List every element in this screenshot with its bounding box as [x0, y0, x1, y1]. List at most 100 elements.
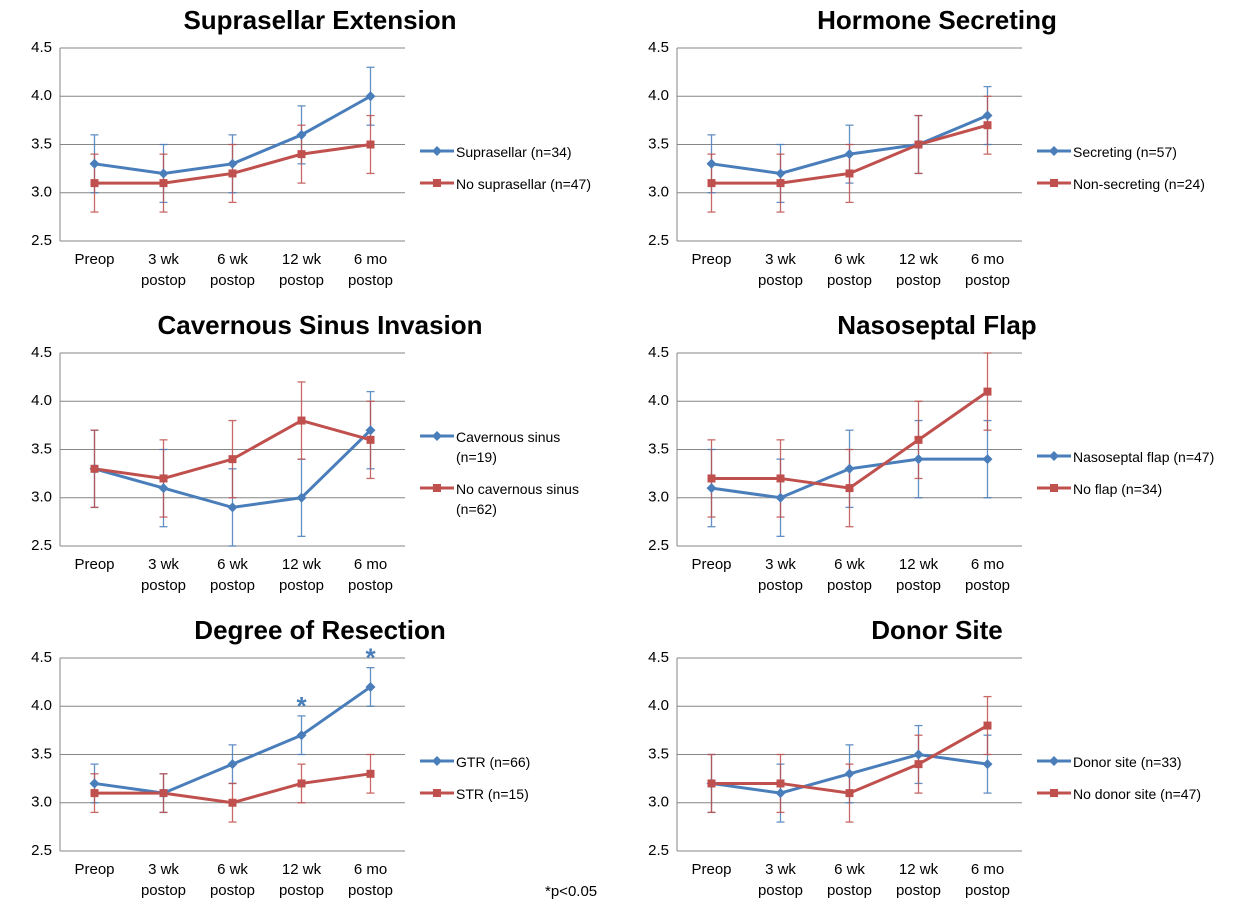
- marker: [227, 502, 238, 513]
- y-tick-label: 3.5: [648, 745, 669, 762]
- x-tick-label-box: Preop: [74, 556, 114, 573]
- marker: [159, 474, 168, 483]
- x-tick-label: 3 wk postop: [757, 556, 804, 594]
- marker: [365, 425, 376, 436]
- legend-label: No suprasellar (n=47): [456, 176, 592, 192]
- legend-item: No flap (n=34): [1037, 479, 1234, 499]
- x-tick-label-box: 3 wk postop: [757, 556, 804, 594]
- x-tick-label-box: 6 wk postop: [827, 251, 872, 289]
- legend-icon: [1037, 789, 1071, 797]
- y-tick-label: 4.0: [31, 392, 52, 409]
- x-tick-label-box: 3 wk postop: [757, 861, 804, 899]
- marker: [707, 779, 716, 788]
- y-tick-label: 3.0: [648, 184, 669, 201]
- legend-label: No flap (n=34): [1073, 481, 1163, 497]
- y-tick-label: 3.5: [31, 745, 52, 762]
- chart-title: Donor Site: [871, 615, 1002, 645]
- chart: Suprasellar Extension 2.5 3.0 3.5 4.0 4.5 Preo…: [31, 5, 617, 289]
- y-tick-label: 4.0: [31, 697, 52, 714]
- marker: [845, 789, 854, 798]
- marker: [707, 179, 716, 188]
- x-tick-label-box: 12 wk postop: [279, 556, 324, 594]
- marker: [227, 158, 238, 169]
- x-tick-label: 6 mo postop: [964, 251, 1011, 289]
- marker: [1050, 789, 1058, 797]
- x-tick-label-box: 3 wk postop: [141, 251, 186, 289]
- legend-item: Cavernous sinus (n=19): [420, 427, 617, 467]
- x-tick-label-box: 6 wk postop: [827, 556, 872, 594]
- legend: Cavernous sinus (n=19) No cavernous sinus…: [420, 427, 617, 517]
- x-tick-label-box: 6 wk postop: [210, 861, 255, 899]
- x-tick-label-box: Preop: [74, 861, 115, 878]
- marker: [159, 789, 168, 798]
- marker: [366, 140, 375, 149]
- marker: [914, 435, 923, 444]
- marker: [366, 435, 375, 444]
- x-tick-label-box: 6 mo postop: [965, 556, 1010, 594]
- x-tick-label: Preop: [691, 556, 732, 573]
- marker: [914, 140, 923, 149]
- x-tick-label: 6 mo postop: [347, 251, 394, 289]
- legend-item: Donor site (n=33): [1037, 752, 1234, 772]
- marker: [296, 129, 307, 140]
- y-tick-label: 4.5: [31, 39, 52, 56]
- y-tick-label: 4.0: [31, 87, 52, 104]
- chart: Degree of Resection 2.5 3.0 3.5 4.0 4.5 Preop 3…: [31, 615, 617, 900]
- legend-label: Non-secreting (n=24): [1073, 176, 1205, 192]
- x-tick-label-box: 12 wk postop: [896, 861, 941, 899]
- marker: [706, 158, 717, 169]
- x-tick-label: Preop: [74, 861, 115, 878]
- y-tick-label: 3.5: [648, 135, 669, 152]
- y-tick-label: 3.0: [648, 794, 669, 811]
- y-tick-label: 4.5: [648, 649, 669, 666]
- legend-icon: [420, 789, 454, 797]
- chart: Hormone Secreting 2.5 3.0 3.5 4.0 4.5 Preop 3 w…: [648, 5, 1205, 289]
- marker: [706, 483, 717, 494]
- y-tick-label: 3.5: [648, 440, 669, 457]
- marker: [227, 759, 238, 770]
- x-tick-label-box: Preop: [691, 556, 732, 573]
- x-tick-label: 12 wk postop: [278, 251, 325, 289]
- x-tick-label: 6 wk postop: [209, 556, 256, 594]
- legend-label: Secreting (n=57): [1073, 144, 1177, 160]
- marker: [982, 454, 993, 465]
- marker: [1049, 146, 1059, 156]
- legend-item: GTR (n=66): [420, 752, 617, 772]
- x-tick-label: 3 wk postop: [757, 861, 804, 899]
- x-tick-label: 3 wk postop: [757, 251, 804, 289]
- marker: [707, 474, 716, 483]
- marker: [432, 431, 442, 441]
- x-tick-label-box: Preop: [74, 251, 115, 268]
- marker: [297, 416, 306, 425]
- marker: [775, 492, 786, 503]
- chart-title: Cavernous Sinus Invasion: [157, 310, 482, 340]
- annotation: *: [296, 691, 307, 721]
- legend-icon: [420, 756, 454, 766]
- marker: [365, 681, 376, 692]
- legend-icon: [1037, 484, 1071, 492]
- legend-box: GTR (n=66) STR (n=15): [420, 698, 617, 858]
- x-tick-label-box: 6 mo postop: [347, 251, 394, 289]
- legend-icon: [420, 484, 454, 492]
- y-tick-label: 4.5: [648, 344, 669, 361]
- y-tick-label: 3.0: [31, 489, 52, 506]
- marker: [228, 455, 237, 464]
- x-tick-label-box: 6 mo postop: [964, 251, 1011, 289]
- legend-box: Suprasellar (n=34) No suprasellar (n=47): [420, 88, 617, 248]
- chart-title: Suprasellar Extension: [183, 5, 456, 35]
- legend-item: Nasoseptal flap (n=47): [1037, 447, 1234, 467]
- x-tick-label-box: 6 wk postop: [210, 251, 255, 289]
- legend: Nasoseptal flap (n=47) No flap (n=34): [1037, 447, 1234, 499]
- y-tick-label: 4.0: [648, 697, 669, 714]
- marker: [366, 769, 375, 778]
- marker: [776, 779, 785, 788]
- marker: [433, 179, 441, 187]
- y-tick-label: 2.5: [31, 232, 52, 249]
- x-tick-label: Preop: [74, 251, 115, 268]
- marker: [158, 168, 169, 179]
- marker: [89, 158, 100, 169]
- annotation: *: [365, 643, 376, 673]
- x-tick-label: 12 wk postop: [895, 556, 942, 594]
- legend-box: Donor site (n=33) No donor site (n=47): [1037, 698, 1234, 858]
- x-tick-label-box: 12 wk postop: [279, 861, 324, 899]
